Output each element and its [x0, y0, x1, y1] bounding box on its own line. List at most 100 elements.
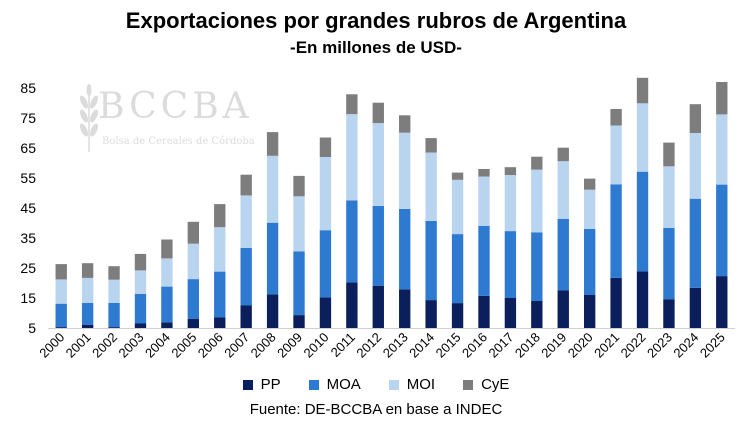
- x-tick-label: 2023: [644, 330, 675, 361]
- bar-pp-2020: [583, 295, 596, 328]
- legend-item-pp: PP: [242, 376, 281, 393]
- bar-moi-2011: [346, 114, 358, 201]
- x-tick-label: 2013: [380, 330, 411, 361]
- x-tick-label: 2024: [670, 330, 701, 361]
- bar-cye-2014: [425, 138, 437, 153]
- bar-cye-2011: [346, 94, 358, 115]
- legend-item-cye: CyE: [463, 376, 509, 393]
- bar-moi-2009: [293, 196, 305, 252]
- bar-cye-2023: [663, 142, 675, 167]
- legend-swatch: [242, 380, 253, 390]
- stacked-bar-chart: 5152535455565758520002001200220032004200…: [20, 77, 735, 361]
- bar-moi-2022: [636, 103, 649, 172]
- bar-moa-2020: [583, 229, 596, 295]
- bar-cye-2001: [81, 263, 94, 278]
- bar-cye-2000: [55, 264, 67, 280]
- bar-moi-2023: [663, 166, 675, 228]
- bar-pp-2008: [266, 294, 279, 328]
- bar-moa-2007: [240, 247, 252, 306]
- bar-moi-2013: [399, 132, 411, 209]
- bar-moa-2010: [319, 230, 332, 298]
- bar-pp-2015: [451, 303, 464, 328]
- x-tick-label: 2005: [168, 330, 199, 361]
- bar-moi-2020: [583, 189, 596, 229]
- x-tick-label: 2000: [36, 330, 67, 361]
- bar-moa-2024: [689, 198, 702, 288]
- bar-moa-2006: [214, 271, 226, 318]
- x-tick-label: 2011: [328, 330, 358, 360]
- bar-moi-2004: [161, 258, 173, 287]
- bar-moa-2015: [451, 234, 464, 304]
- x-tick-label: 2015: [433, 330, 464, 361]
- bar-moa-2019: [557, 218, 569, 291]
- bar-moi-2008: [266, 155, 279, 223]
- legend-label: PP: [260, 376, 281, 393]
- bar-cye-2018: [531, 156, 543, 170]
- bar-cye-2017: [504, 167, 517, 175]
- bar-moi-2014: [425, 152, 437, 221]
- bar-cye-2025: [716, 82, 728, 115]
- bar-pp-2021: [610, 277, 622, 328]
- bar-moi-2019: [557, 161, 569, 219]
- bar-moi-2007: [240, 195, 252, 248]
- chart-subtitle: -En millones de USD-: [290, 38, 462, 57]
- bar-moa-2023: [663, 227, 675, 300]
- bar-cye-2005: [187, 221, 200, 244]
- bar-cye-2008: [266, 132, 279, 156]
- x-tick-label: 2010: [301, 330, 332, 361]
- bar-moa-2000: [55, 303, 67, 328]
- bar-moa-2025: [716, 184, 728, 277]
- bar-moa-2011: [346, 200, 358, 283]
- bar-moa-2005: [187, 279, 200, 319]
- legend-label: MOA: [326, 376, 361, 393]
- bar-cye-2015: [451, 172, 464, 180]
- bar-cye-2007: [240, 174, 252, 196]
- bar-cye-2009: [293, 175, 305, 197]
- bar-moi-2002: [108, 279, 120, 303]
- bar-cye-2004: [161, 239, 173, 259]
- bar-pp-2013: [399, 289, 411, 328]
- y-tick-label: 25: [20, 260, 36, 276]
- x-tick-label: 2021: [591, 330, 622, 361]
- x-tick-label: 2001: [63, 330, 94, 361]
- chart-source: Fuente: DE-BCCBA en base a INDEC: [249, 401, 503, 418]
- x-tick-label: 2017: [485, 330, 516, 361]
- bar-pp-2000: [55, 327, 67, 328]
- bar-moi-2015: [451, 179, 464, 235]
- x-tick-label: 2002: [89, 330, 120, 361]
- bar-cye-2022: [636, 77, 649, 104]
- bar-pp-2012: [372, 285, 384, 328]
- bar-pp-2007: [240, 305, 252, 328]
- bar-pp-2001: [81, 324, 94, 328]
- bar-moa-2022: [636, 171, 649, 272]
- bar-cye-2020: [583, 178, 596, 190]
- legend-swatch: [463, 380, 474, 390]
- bar-moa-2008: [266, 222, 279, 295]
- bar-moa-2016: [478, 226, 490, 296]
- bar-moa-2021: [610, 184, 622, 278]
- bar-moa-2003: [134, 293, 147, 324]
- y-tick-label: 65: [20, 140, 36, 156]
- bar-cye-2016: [478, 169, 490, 177]
- bar-moi-2018: [531, 169, 543, 233]
- y-tick-label: 45: [20, 200, 36, 216]
- bar-cye-2013: [399, 115, 411, 133]
- bar-pp-2002: [108, 327, 120, 328]
- y-tick-label: 75: [20, 110, 36, 126]
- bar-moi-2010: [319, 157, 332, 231]
- bar-moi-2000: [55, 279, 67, 304]
- bar-cye-2002: [108, 266, 120, 280]
- y-tick-label: 85: [20, 80, 36, 96]
- bar-moi-2024: [689, 133, 702, 199]
- bar-pp-2010: [319, 297, 332, 328]
- x-tick-label: 2014: [406, 330, 437, 361]
- chart-legend: PP MOA MOI CyE: [0, 376, 752, 393]
- x-tick-label: 2003: [116, 330, 147, 361]
- bar-moi-2012: [372, 123, 384, 206]
- bar-pp-2014: [425, 300, 437, 328]
- bar-moi-2016: [478, 176, 490, 226]
- x-tick-label: 2008: [248, 330, 279, 361]
- bar-moi-2017: [504, 175, 517, 232]
- bar-moa-2009: [293, 251, 305, 316]
- x-tick-label: 2022: [618, 330, 649, 361]
